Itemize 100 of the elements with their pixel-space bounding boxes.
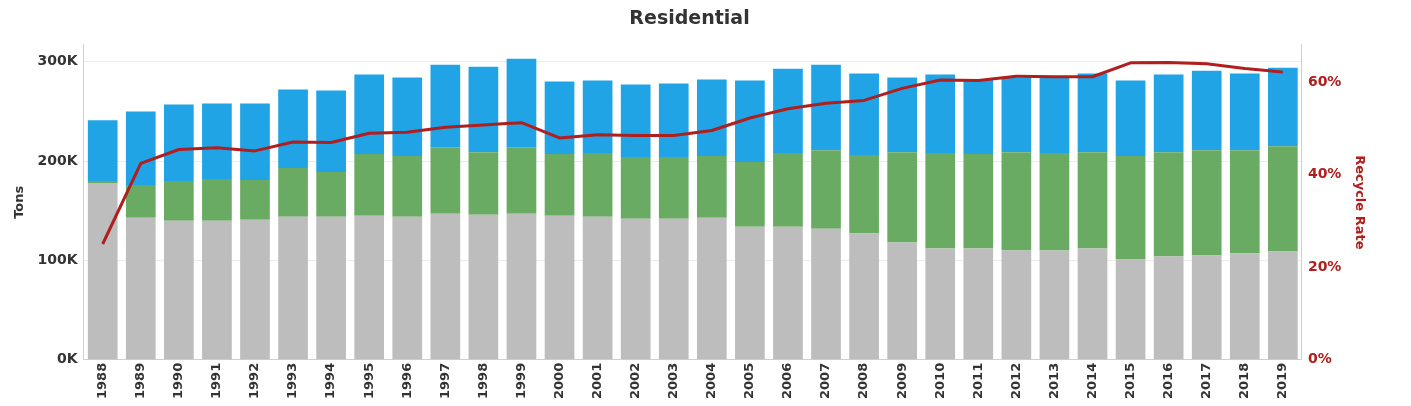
bar: [1001, 152, 1032, 251]
bar: [125, 217, 156, 360]
y-tick-label: 200K: [37, 151, 79, 168]
bar: [773, 153, 803, 227]
bar: [582, 216, 613, 360]
bar: [1077, 248, 1108, 360]
bar: [887, 152, 918, 243]
bar: [887, 242, 918, 360]
bar: [202, 103, 232, 179]
bar: [925, 248, 956, 360]
bar: [658, 83, 689, 158]
bar: [735, 226, 765, 360]
x-tick-label: 1991: [208, 362, 224, 400]
bar: [354, 215, 385, 360]
bar: [278, 89, 308, 169]
x-tick-label: 2008: [855, 362, 871, 400]
bar: [125, 111, 156, 185]
bar: [887, 77, 918, 153]
y2-tick-label: 0%: [1307, 350, 1332, 367]
bar: [430, 213, 461, 360]
x-tick-label: 2016: [1160, 362, 1176, 400]
bar: [468, 214, 499, 360]
x-tick-label: 2010: [931, 362, 947, 400]
bar: [87, 182, 118, 360]
bar: [1229, 73, 1260, 151]
x-tick-label: 1999: [512, 362, 528, 400]
bar: [963, 248, 994, 360]
bar: [1268, 251, 1298, 360]
bar: [1191, 150, 1222, 256]
bar: [925, 153, 956, 249]
bar: [849, 233, 879, 360]
bar: [1115, 259, 1146, 360]
bar: [164, 180, 194, 221]
bar: [278, 168, 308, 217]
x-tick-label: 2000: [550, 362, 566, 400]
bar: [773, 68, 803, 154]
y2-tick-label: 60%: [1307, 72, 1342, 89]
bar: [811, 150, 841, 229]
y2-tick-label: 20%: [1307, 257, 1342, 274]
bar: [468, 66, 499, 153]
y-tick-label: 100K: [37, 251, 79, 268]
bar: [849, 73, 879, 156]
bar: [468, 152, 499, 215]
bar: [506, 147, 537, 214]
bar: [849, 155, 879, 234]
chart-title: Residential: [629, 6, 750, 29]
bar: [658, 157, 689, 219]
bar: [1153, 256, 1184, 360]
bar: [1077, 152, 1108, 249]
y-axis-title: Tons: [11, 185, 27, 219]
x-tick-label: 1988: [94, 362, 110, 400]
bar: [506, 213, 537, 360]
x-tick-label: 2001: [588, 362, 604, 400]
bar: [392, 156, 423, 217]
bar: [202, 178, 232, 221]
bar: [1153, 74, 1184, 153]
bar: [1268, 146, 1298, 252]
bar: [1115, 80, 1146, 157]
bar: [620, 157, 651, 219]
bar: [1191, 255, 1222, 360]
y2-axis-title: Recycle Rate: [1352, 155, 1368, 250]
bar: [1229, 150, 1260, 254]
bar: [582, 153, 613, 217]
bar: [735, 80, 765, 163]
x-tick-label: 2003: [665, 362, 681, 400]
bar: [87, 120, 118, 181]
bar: [240, 179, 270, 220]
bar: [620, 84, 651, 158]
bar: [316, 172, 346, 217]
bar: [240, 219, 270, 360]
x-tick-label: 2002: [627, 362, 643, 400]
bar: [963, 79, 994, 155]
bar: [392, 77, 423, 157]
x-tick-label: 2004: [703, 362, 719, 400]
bar: [696, 217, 727, 360]
bar: [164, 220, 194, 360]
bar: [1191, 70, 1222, 151]
x-tick-label: 2015: [1121, 362, 1137, 400]
y2-tick-label: 40%: [1307, 165, 1342, 182]
bar: [240, 103, 270, 180]
x-tick-label: 1989: [132, 362, 148, 400]
bar: [1001, 77, 1032, 153]
bar: [544, 81, 575, 155]
x-tick-label: 2019: [1274, 362, 1290, 400]
bar: [1077, 73, 1108, 153]
x-tick-label: 2018: [1236, 362, 1252, 400]
bar: [164, 104, 194, 181]
bar: [392, 216, 423, 360]
bar: [1039, 250, 1070, 360]
bar: [278, 216, 308, 360]
bar: [811, 64, 841, 151]
bar: [202, 220, 232, 360]
bar: [354, 74, 385, 155]
bar: [811, 228, 841, 360]
bar: [125, 184, 156, 218]
bar: [430, 147, 461, 214]
bar: [316, 216, 346, 360]
bar: [773, 226, 803, 360]
x-tick-label: 1992: [246, 362, 262, 400]
bar: [582, 80, 613, 154]
